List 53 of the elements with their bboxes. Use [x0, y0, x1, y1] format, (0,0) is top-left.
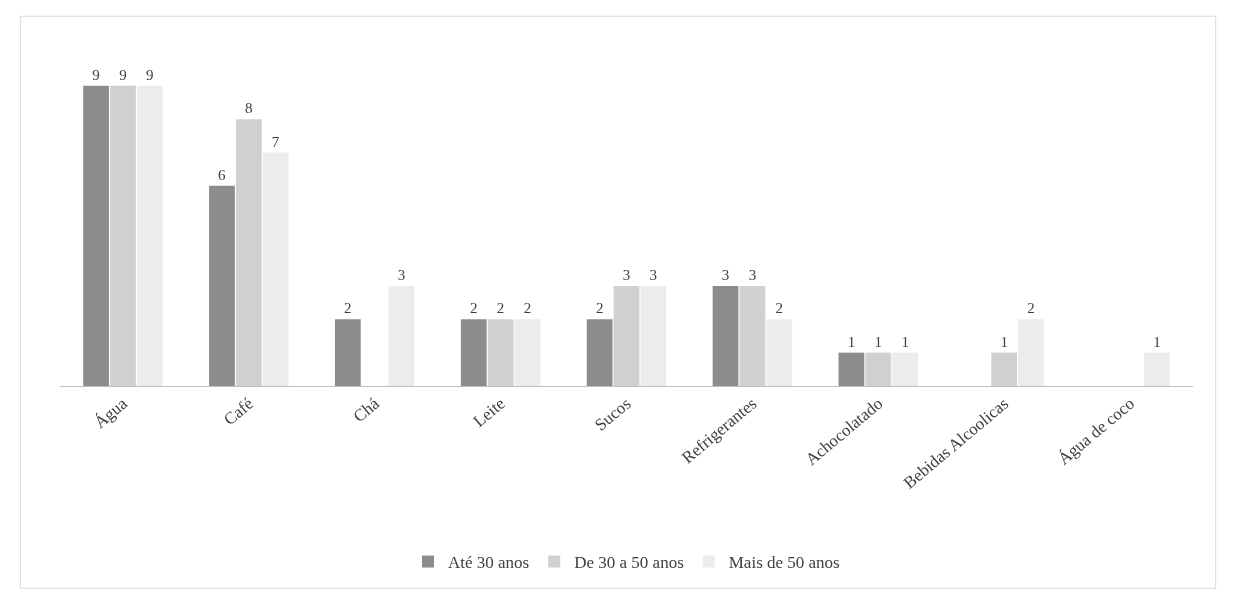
data-label: 9: [119, 66, 127, 83]
data-label: 3: [649, 266, 658, 283]
x-tick-label: Café: [220, 393, 257, 430]
data-label: 9: [92, 66, 100, 83]
bar: [739, 285, 766, 386]
data-label: 3: [748, 266, 757, 283]
bar: [235, 119, 262, 386]
data-label: 2: [523, 300, 532, 317]
bar: [991, 352, 1018, 386]
data-label: 8: [245, 100, 253, 117]
legend-label: Até 30 anos: [448, 553, 530, 573]
data-label: 7: [271, 133, 280, 150]
bar: [487, 319, 514, 386]
data-label: 1: [847, 333, 856, 350]
data-label: 2: [470, 300, 478, 317]
data-label: 2: [775, 300, 783, 317]
bar: [766, 319, 793, 386]
data-label: 1: [901, 333, 909, 350]
bar: [388, 285, 415, 386]
data-label: 6: [217, 166, 226, 183]
bar: [712, 285, 739, 386]
bar: [586, 319, 613, 386]
bar: [1144, 352, 1170, 386]
x-tick-label: Leite: [469, 393, 509, 431]
data-label: 2: [595, 300, 604, 317]
bar: [110, 85, 136, 386]
bar: [892, 352, 919, 386]
data-label: 2: [344, 300, 352, 317]
bar: [136, 85, 163, 386]
bar: [334, 319, 361, 386]
legend-label: De 30 a 50 anos: [574, 553, 684, 573]
data-label: 1: [874, 333, 883, 350]
data-label: 3: [397, 266, 406, 283]
bar: [613, 285, 640, 386]
data-label: 2: [496, 300, 505, 317]
bar: [865, 352, 892, 386]
bar: [262, 152, 289, 386]
bar: [640, 285, 667, 386]
data-label: 1: [1000, 333, 1008, 350]
bar: [514, 319, 541, 386]
legend-label: Mais de 50 anos: [728, 553, 840, 573]
x-tick-label: Água: [90, 393, 132, 433]
data-label: 2: [1027, 300, 1035, 317]
data-label: 3: [622, 266, 631, 283]
data-label: 1: [1153, 333, 1161, 350]
bar: [460, 319, 487, 386]
bar: [209, 185, 235, 386]
bar: [838, 352, 865, 386]
bar: [83, 85, 109, 386]
data-label: 3: [721, 266, 730, 283]
bar: [1018, 319, 1044, 386]
data-label: 9: [146, 66, 154, 83]
x-tick-label: Chá: [349, 393, 384, 427]
